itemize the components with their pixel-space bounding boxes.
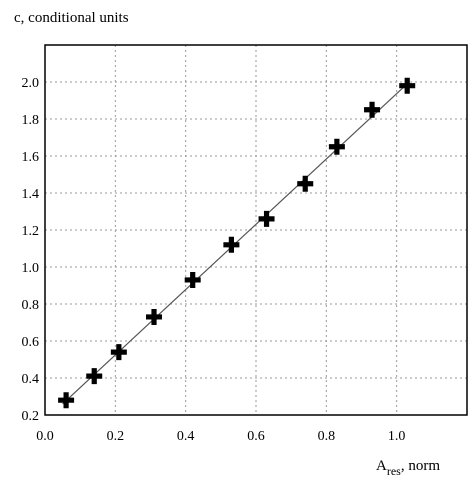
data-point <box>110 344 127 361</box>
x-tick-label: 1.0 <box>388 429 406 444</box>
y-tick-label: 1.4 <box>22 187 40 202</box>
y-tick-label: 0.4 <box>22 372 40 387</box>
x-axis-title-subscript: res <box>387 464 401 478</box>
y-tick-label: 0.2 <box>22 409 40 424</box>
y-tick-label: 2.0 <box>22 76 40 91</box>
y-tick-label: 1.8 <box>22 113 40 128</box>
y-tick-label: 1.0 <box>22 261 40 276</box>
data-point <box>297 175 314 192</box>
data-point <box>223 236 240 253</box>
data-point <box>58 392 75 409</box>
data-points <box>58 77 416 409</box>
data-point <box>258 210 275 227</box>
y-tick-label: 0.8 <box>22 298 40 313</box>
y-tick-label: 0.6 <box>22 335 40 350</box>
x-axis-title: Ares, norm <box>376 458 440 478</box>
data-point <box>328 138 345 155</box>
data-point <box>184 271 201 288</box>
data-point <box>86 368 103 385</box>
x-axis-title-main: A <box>376 458 387 474</box>
x-tick-label: 0.6 <box>247 429 265 444</box>
x-tick-label: 0.4 <box>177 429 195 444</box>
y-tick-labels: 0.2 0.4 0.6 0.8 1.0 1.2 1.4 1.6 1.8 2.0 <box>22 76 40 424</box>
data-point <box>364 101 381 118</box>
y-tick-label: 1.6 <box>22 150 40 165</box>
data-point <box>146 308 163 325</box>
y-axis-title: c, conditional units <box>14 10 129 26</box>
plot-frame <box>44 44 468 416</box>
x-tick-label: 0.2 <box>107 429 125 444</box>
x-tick-label: 0.8 <box>318 429 336 444</box>
grid-lines <box>45 45 467 415</box>
x-tick-label: 0.0 <box>36 429 54 444</box>
data-point <box>399 77 416 94</box>
x-axis-title-rest: , norm <box>401 458 440 474</box>
y-tick-label: 1.2 <box>22 224 40 239</box>
x-tick-labels: 0.0 0.2 0.4 0.6 0.8 1.0 <box>36 429 405 444</box>
